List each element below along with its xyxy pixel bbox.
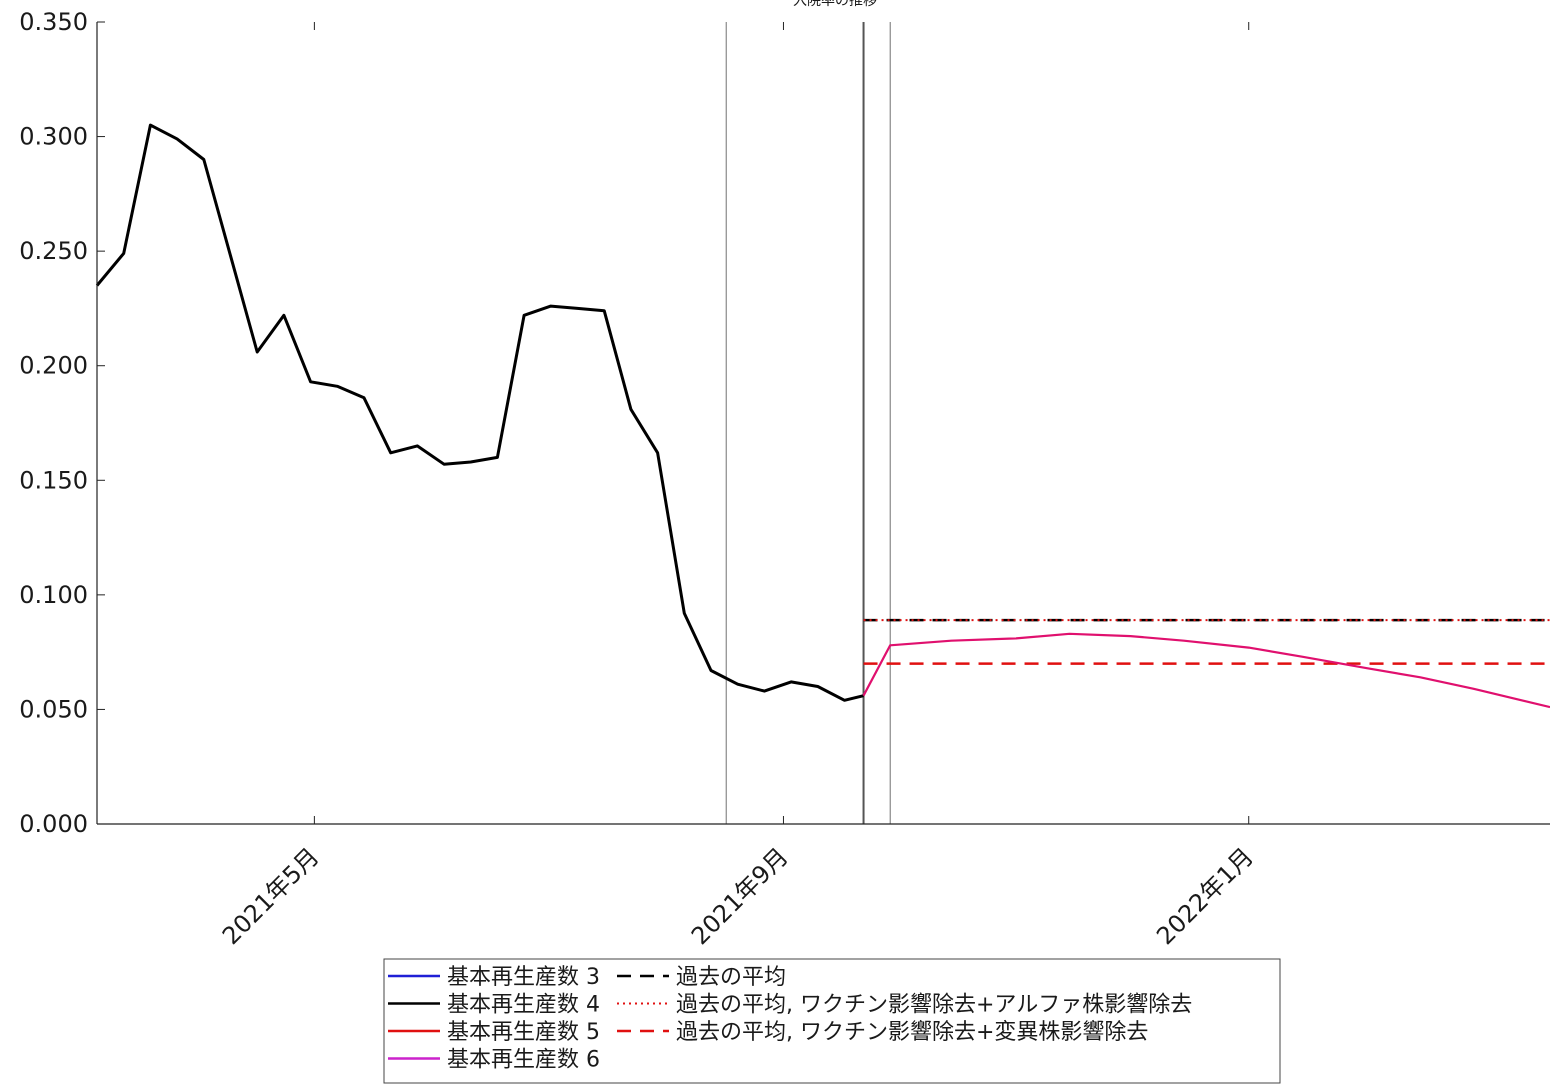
legend-label-avg: 過去の平均: [676, 965, 786, 990]
x-tick-label: 2022年1月: [1151, 842, 1259, 950]
legend-label-r5: 基本再生産数 5: [447, 1020, 600, 1045]
legend-label-r3: 基本再生産数 3: [447, 965, 600, 990]
y-tick-label: 0.300: [19, 123, 88, 151]
y-tick-label: 0.050: [19, 695, 88, 723]
legend-label-avg_variant: 過去の平均, ワクチン影響除去+変異株影響除去: [676, 1020, 1148, 1045]
legend-box: [383, 958, 1281, 1084]
chart-title: 入院率の推移: [793, 0, 877, 9]
y-tick-label: 0.100: [19, 581, 88, 609]
y-tick-label: 0.200: [19, 352, 88, 380]
legend-label-r6: 基本再生産数 6: [447, 1048, 600, 1073]
axes: [96, 22, 1550, 825]
y-tick-label: 0.000: [19, 810, 88, 838]
reference-vlines: [725, 22, 891, 824]
ticks: 0.000 0.050 0.100 0.150 0.200 0.250 0.300 0.350…: [19, 8, 1259, 950]
series-line-r4: [95, 123, 864, 702]
y-tick-label: 0.350: [19, 8, 88, 36]
series-line-projection: [862, 632, 1550, 709]
x-tick-label: 2021年5月: [217, 842, 325, 950]
legend-label-r4: 基本再生産数 4: [447, 993, 600, 1018]
y-tick-label: 0.250: [19, 237, 88, 265]
legend-label-avg_alpha: 過去の平均, ワクチン影響除去+アルファ株影響除去: [676, 993, 1192, 1018]
x-tick-label: 2021年9月: [686, 842, 794, 950]
y-tick-label: 0.150: [19, 466, 88, 494]
plot-lines: [95, 123, 1550, 709]
